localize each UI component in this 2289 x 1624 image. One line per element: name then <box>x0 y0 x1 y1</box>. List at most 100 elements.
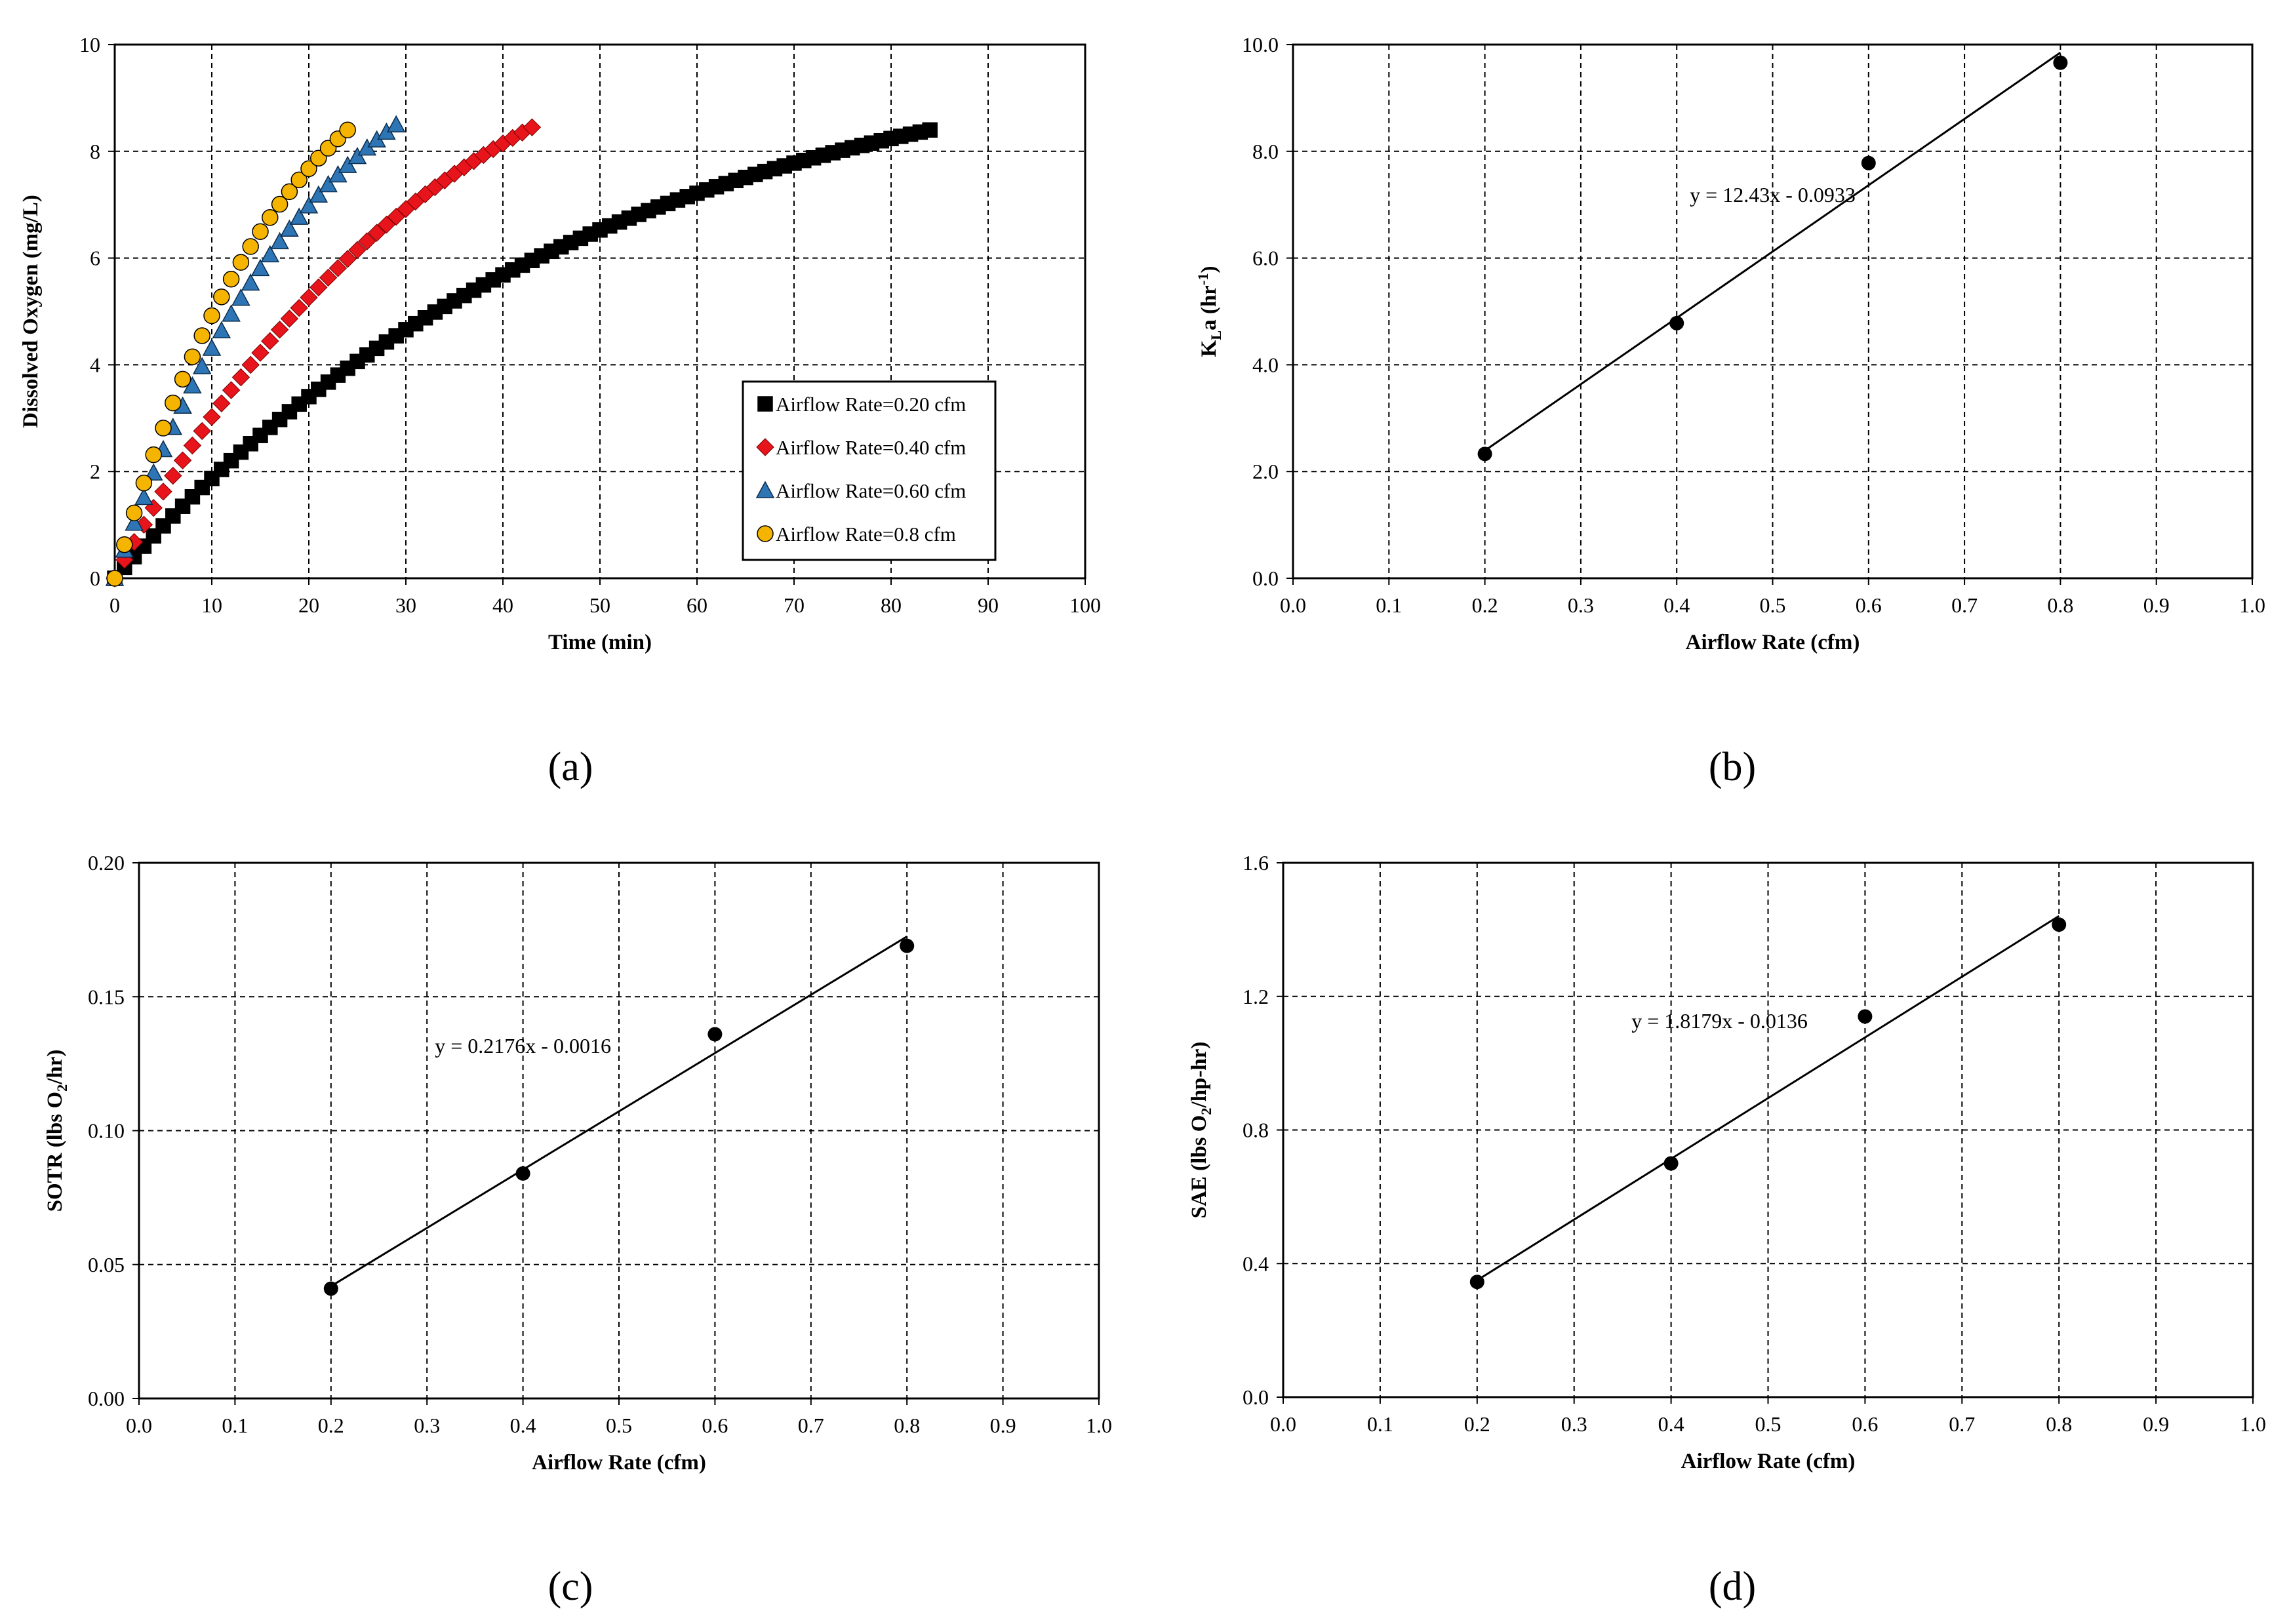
x-tick-label: 0.2 <box>318 1414 344 1437</box>
data-point <box>280 219 299 237</box>
y-tick-label: 1.2 <box>1243 985 1269 1008</box>
data-point <box>203 408 221 426</box>
x-tick-label: 60 <box>687 593 707 617</box>
x-tick-label: 0.9 <box>2143 593 2170 617</box>
y-tick-label: 0.15 <box>88 985 125 1008</box>
data-point <box>2052 917 2067 932</box>
data-point <box>309 185 328 203</box>
data-point <box>154 483 172 501</box>
x-tick-label: 90 <box>978 593 999 617</box>
x-tick-label: 0.9 <box>990 1414 1016 1437</box>
data-point <box>523 118 542 136</box>
y-tick-label: 1.6 <box>1243 851 1269 875</box>
data-point <box>386 115 406 132</box>
y-tick-label: 0.0 <box>1252 566 1279 590</box>
data-point <box>125 504 143 522</box>
y-tick-label: 0.05 <box>88 1253 125 1277</box>
y-tick-label: 0.20 <box>88 851 125 875</box>
x-axis-label: Time (min) <box>548 631 652 654</box>
x-tick-label: 70 <box>784 593 805 617</box>
x-tick-label: 0.9 <box>2143 1412 2169 1436</box>
y-axis-label: SOTR (lbs O2/hr) <box>43 1050 70 1212</box>
y-tick-label: 10 <box>79 33 100 56</box>
data-point <box>260 245 280 263</box>
series-3 <box>105 115 406 586</box>
y-axis-label-part: 2 <box>1198 1107 1214 1115</box>
data-point <box>250 258 270 277</box>
legend-label: Airflow Rate=0.40 cfm <box>776 436 966 459</box>
data-point <box>165 394 182 412</box>
y-tick-label: 2.0 <box>1252 460 1279 483</box>
data-point <box>1663 1156 1679 1171</box>
y-axis-label: Dissolved Oxygen (mg/L) <box>19 195 43 428</box>
data-point <box>106 570 123 587</box>
legend-marker <box>755 481 775 498</box>
data-point <box>212 321 231 339</box>
x-tick-label: 0.2 <box>1472 593 1498 617</box>
y-axis-label: SAE (lbs O2/hp-hr) <box>1187 1042 1214 1219</box>
x-tick-label: 0.1 <box>1367 1412 1393 1436</box>
data-point <box>183 436 202 455</box>
data-point <box>144 463 163 481</box>
x-tick-label: 100 <box>1069 593 1101 617</box>
chart-panel-d: 0.0 0.1 0.2 0.3 0.4 0.5 0.6 0.7 0.8 0.9 1.0 0.0 0.4 0… <box>1187 851 2266 1609</box>
x-tick-label: 0.6 <box>1856 593 1882 617</box>
data-point <box>377 215 396 234</box>
y-tick-label: 2 <box>90 460 100 483</box>
series-4 <box>106 121 356 587</box>
x-tick-label: 0.7 <box>1949 1412 1975 1436</box>
data-point <box>323 1281 338 1296</box>
data-point <box>222 381 241 399</box>
data-point <box>193 327 210 344</box>
data-point <box>241 273 260 291</box>
x-tick-label: 0.8 <box>2046 1412 2072 1436</box>
y-tick-label: 6.0 <box>1252 247 1279 270</box>
data-point <box>339 121 356 138</box>
y-tick-label: 0 <box>90 566 100 590</box>
data-point <box>515 1166 530 1181</box>
data-point <box>116 536 133 553</box>
panel-caption: (c) <box>548 1564 593 1609</box>
data-point <box>900 938 915 953</box>
data-point <box>309 278 328 297</box>
data-point <box>222 304 241 322</box>
x-tick-label: 40 <box>492 593 513 617</box>
data-point <box>1861 155 1876 170</box>
x-tick-label: 0.3 <box>1561 1412 1587 1436</box>
data-point <box>241 355 260 374</box>
data-point <box>213 288 230 306</box>
trendline-equation: y = 0.2176x - 0.0016 <box>435 1034 611 1058</box>
data-point <box>348 146 367 165</box>
data-point <box>338 155 357 173</box>
y-axis-label-part: /hp-hr) <box>1187 1042 1211 1109</box>
x-tick-label: 0.4 <box>1663 593 1690 617</box>
series-1 <box>107 122 938 586</box>
x-tick-label: 0.5 <box>1755 1412 1781 1436</box>
data-point <box>164 466 182 485</box>
x-tick-label: 0.1 <box>1376 593 1402 617</box>
data-point <box>2053 55 2068 70</box>
x-tick-label: 1.0 <box>1086 1414 1112 1437</box>
x-tick-label: 0.4 <box>1658 1412 1684 1436</box>
y-tick-label: 4.0 <box>1252 353 1279 376</box>
data-point <box>280 309 299 328</box>
data-point <box>1469 1275 1484 1290</box>
data-point <box>270 321 289 339</box>
legend-label: Airflow Rate=0.60 cfm <box>776 479 966 502</box>
data-point <box>203 307 220 325</box>
data-point <box>232 254 250 271</box>
y-tick-label: 10.0 <box>1242 33 1279 56</box>
data-point <box>231 368 250 387</box>
x-tick-label: 0.6 <box>1852 1412 1878 1436</box>
data-point <box>338 250 357 268</box>
y-tick-label: 0.8 <box>1243 1119 1269 1142</box>
x-tick-label: 30 <box>395 593 416 617</box>
data-point <box>1477 446 1492 462</box>
x-tick-label: 0.7 <box>1951 593 1978 617</box>
y-tick-label: 4 <box>90 353 100 376</box>
x-tick-label: 0.6 <box>702 1414 728 1437</box>
y-tick-label: 6 <box>90 247 100 270</box>
x-axis-label: Airflow Rate (cfm) <box>532 1451 706 1475</box>
data-point <box>125 513 144 531</box>
x-tick-label: 0 <box>109 593 120 617</box>
